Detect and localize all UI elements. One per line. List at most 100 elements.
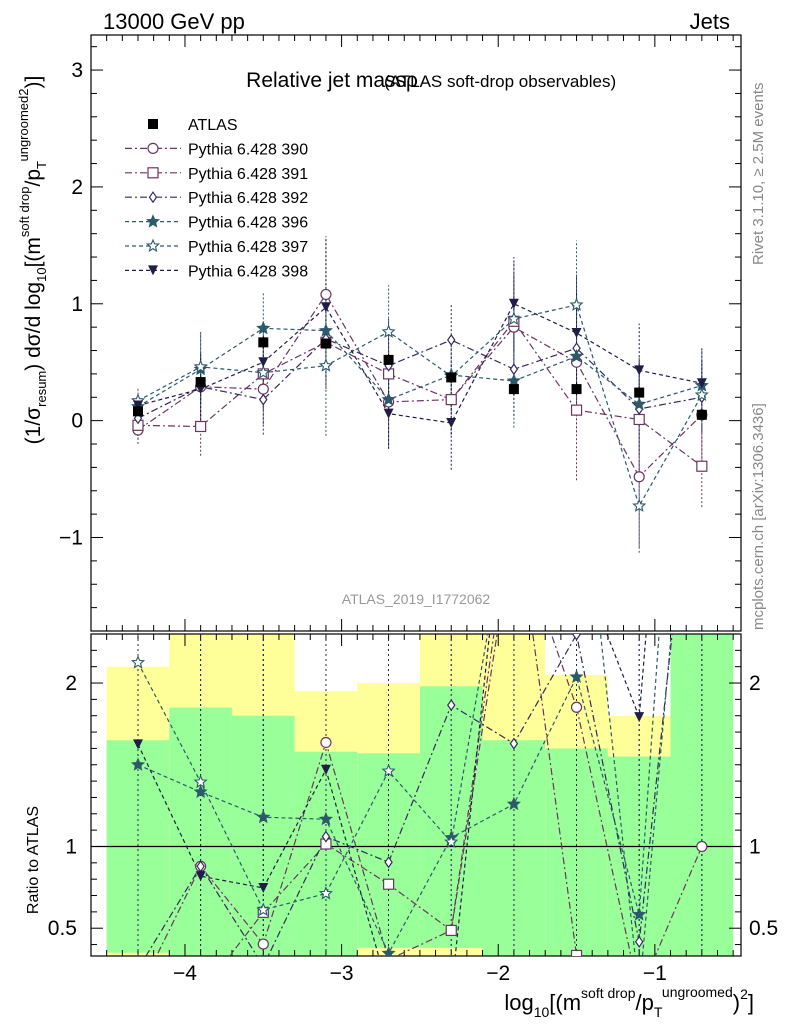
data-point	[447, 333, 456, 347]
ratio-point	[572, 634, 581, 641]
ratio-point	[318, 811, 333, 826]
legend-label: Pythia 6.428 397	[188, 239, 308, 256]
data-point	[569, 348, 584, 363]
ratio-point	[634, 935, 644, 948]
ratio-point	[572, 551, 582, 561]
data-point	[632, 498, 647, 512]
legend-marker	[148, 191, 158, 204]
legend-label: Pythia 6.428 390	[188, 141, 308, 158]
rivet-label: Rivet 3.1.10, ≥ 2.5M events	[750, 83, 767, 266]
ratio-point	[384, 986, 394, 996]
data-point	[132, 400, 143, 411]
data-point	[257, 383, 269, 395]
ratio-point	[508, 477, 519, 488]
data-point	[318, 358, 333, 372]
data-point	[634, 387, 645, 398]
ratio-point	[696, 285, 707, 296]
x-tick-label: −3	[330, 962, 354, 985]
ratio-line	[137, 634, 647, 956]
data-point	[570, 404, 583, 416]
data-point	[569, 297, 584, 311]
data-point	[320, 338, 331, 349]
y-tick-label: 2	[71, 176, 83, 199]
legend-marker	[147, 142, 159, 154]
y-tick-label: 1	[71, 293, 83, 316]
ratio-point	[444, 834, 459, 849]
ratio-point	[193, 784, 208, 799]
ratio-point	[569, 669, 584, 683]
data-point	[320, 302, 331, 313]
ratio-point	[570, 701, 583, 713]
series-markers	[130, 285, 709, 996]
legend-label: Pythia 6.428 392	[188, 190, 308, 207]
ratio-point	[447, 699, 456, 712]
x-tick-label: −4	[173, 962, 197, 985]
ratio-point	[381, 945, 396, 956]
ratio-point	[696, 840, 708, 853]
ratio-frame	[90, 633, 742, 957]
chart-subtitle: (ATLAS soft-drop observables)	[384, 72, 616, 91]
data-point	[509, 363, 519, 376]
ratio-point	[195, 871, 206, 882]
data-point	[193, 359, 208, 373]
legend-marker	[148, 119, 158, 129]
ratio-y-tick-label-right: 0.5	[749, 917, 778, 940]
series-line	[137, 327, 703, 408]
data-point	[694, 387, 709, 401]
data-point	[318, 323, 333, 337]
band-green	[482, 740, 546, 956]
data-point	[446, 372, 457, 383]
ratio-point	[384, 856, 393, 869]
ratio-point	[132, 739, 143, 750]
data-point	[508, 384, 519, 395]
ratio-point	[134, 964, 141, 974]
y-axis-label: (1/σresum) dσ/d log10[(msoft drop/pTungr…	[16, 76, 49, 445]
legend-marker	[145, 214, 161, 228]
data-point	[195, 420, 207, 433]
ratio-point	[320, 736, 332, 749]
axes-frame: −4 −3 −2 −1 −1 0 1 2 3 0.5 0.5 1 1 2 2	[48, 34, 778, 985]
series-line	[137, 302, 702, 424]
data-point	[632, 396, 647, 411]
legend-label: Pythia 6.428 398	[188, 263, 308, 280]
ratio-point	[257, 938, 269, 950]
ratio-point	[509, 521, 519, 531]
ratio-point	[632, 907, 647, 921]
data-point	[506, 373, 521, 387]
data-point	[195, 377, 206, 388]
ratio-point	[130, 655, 146, 669]
ratio-line	[155, 634, 703, 956]
ratio-line	[228, 634, 579, 956]
data-point	[696, 409, 707, 420]
ratio-point	[260, 961, 267, 971]
legend-label: Pythia 6.428 396	[188, 215, 308, 232]
mcplots-label: mcplots.cern.ch [arXiv:1306.3436]	[750, 403, 767, 630]
data-point	[506, 311, 521, 325]
legend: ATLAS Pythia 6.428 390 Pythia 6.428 391 Pyt…	[125, 117, 308, 280]
ratio-y-axis-label: Ratio to ATLAS	[25, 806, 42, 914]
ratio-point	[321, 830, 331, 843]
header-right: Jets	[690, 9, 730, 34]
series-line	[137, 293, 703, 478]
ratio-point	[634, 712, 645, 723]
data-point	[383, 354, 394, 365]
data-point	[634, 365, 645, 376]
data-point	[381, 392, 396, 406]
data-point	[696, 378, 707, 389]
ratio-y-tick-label: 1	[65, 835, 77, 858]
band-green	[607, 756, 671, 956]
data-point	[256, 320, 271, 335]
ratio-point	[256, 902, 271, 916]
y-tick-label: −1	[59, 527, 83, 550]
ratio-point	[382, 878, 395, 890]
series-line	[137, 320, 703, 467]
ratio-point	[256, 809, 271, 824]
main-frame	[90, 34, 742, 632]
ratio-point	[381, 763, 396, 778]
ratio-point	[193, 774, 208, 789]
legend-marker	[148, 265, 158, 276]
data-point	[259, 393, 268, 406]
x-tick-label: −2	[486, 962, 510, 985]
ratio-point	[570, 949, 583, 956]
ratio-y-tick-label: 2	[65, 672, 77, 695]
